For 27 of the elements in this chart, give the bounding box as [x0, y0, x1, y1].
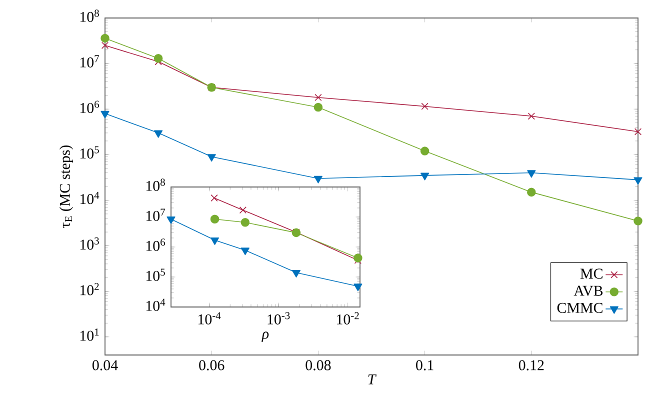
- x-tick-label: 0.1: [416, 360, 434, 370]
- y-axis-title: τ$_{E}$ (MC steps): [59, 145, 73, 228]
- x-axis-title: T: [368, 374, 377, 384]
- y-tick-label: 10$^{5}$: [146, 268, 165, 281]
- x-tick-label: 0.06: [199, 360, 224, 370]
- y-tick-label: 10$^{1}$: [80, 328, 99, 341]
- x-axis-title: ρ: [262, 332, 269, 342]
- y-tick-label: 10$^{3}$: [80, 237, 99, 250]
- x-tick-label: 0.12: [518, 360, 544, 370]
- x-tick-label: 10$^{-2}$: [337, 312, 359, 324]
- y-tick-label: 10$^{8}$: [80, 10, 99, 22]
- legend-label: CMMC: [557, 302, 602, 313]
- y-tick-label: 10$^{7}$: [146, 208, 166, 221]
- y-tick-label: 10$^{5}$: [80, 146, 99, 159]
- x-tick-label: 10$^{-3}$: [268, 312, 290, 324]
- y-tick-label: 10$^{4}$: [80, 192, 100, 204]
- y-tick-label: 10$^{6}$: [146, 238, 166, 251]
- y-tick-label: 10$^{8}$: [146, 178, 165, 191]
- y-tick-label: 10$^{4}$: [146, 298, 166, 311]
- x-tick-label: 0.04: [92, 360, 118, 370]
- legend-label: MC: [580, 268, 602, 279]
- legend-label: AVB: [574, 286, 603, 296]
- x-tick-label: 10$^{-4}$: [198, 312, 221, 324]
- x-tick-label: 0.08: [306, 360, 331, 370]
- y-tick-label: 10$^{2}$: [80, 282, 99, 296]
- y-tick-label: 10$^{7}$: [80, 55, 100, 68]
- y-tick-label: 10$^{6}$: [80, 100, 100, 114]
